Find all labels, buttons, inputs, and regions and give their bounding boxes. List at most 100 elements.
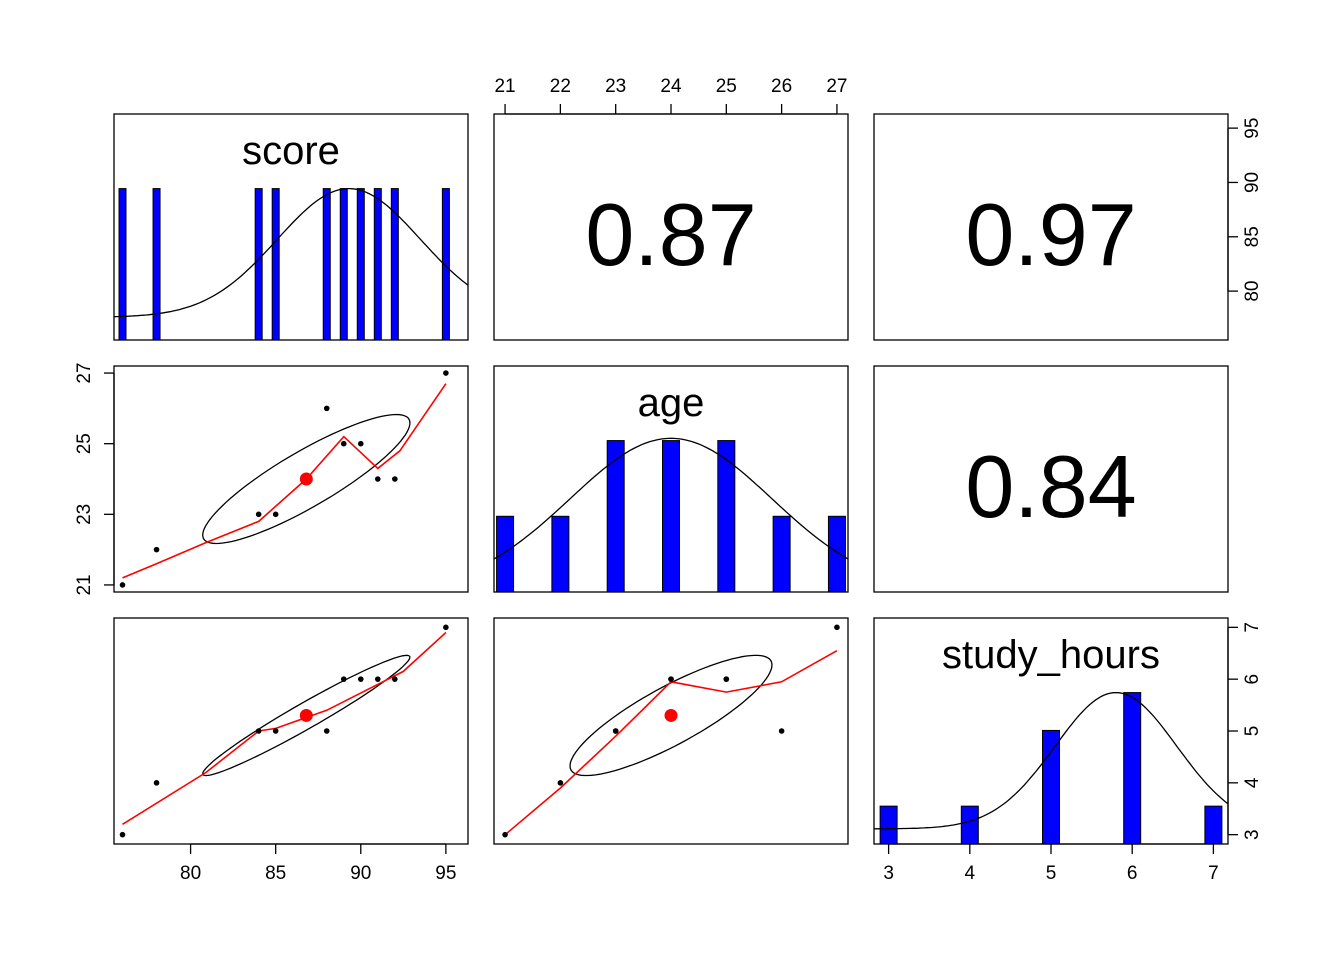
tick-label: 5 bbox=[1242, 726, 1263, 737]
histogram-panel-score bbox=[114, 187, 468, 340]
tick-label: 80 bbox=[1242, 281, 1263, 302]
tick-label: 7 bbox=[1242, 622, 1263, 633]
loess-fit-line bbox=[122, 383, 447, 579]
data-point bbox=[502, 831, 508, 838]
scatter-panel-score-age bbox=[119, 370, 449, 588]
density-curve bbox=[114, 187, 468, 318]
correlation-value-age-study_hours: 0.84 bbox=[965, 437, 1136, 536]
histogram-bar bbox=[152, 188, 161, 340]
histogram-panel-study_hours bbox=[874, 691, 1228, 844]
data-point bbox=[668, 676, 674, 682]
tick-label: 25 bbox=[716, 76, 737, 97]
histogram-bar bbox=[827, 515, 846, 592]
histogram-bar bbox=[717, 440, 736, 592]
data-point bbox=[612, 728, 619, 734]
correlation-ellipse bbox=[202, 413, 411, 545]
data-point bbox=[119, 582, 126, 588]
tick-label: 3 bbox=[883, 863, 894, 884]
panel-frame bbox=[113, 617, 469, 845]
tick-label: 21 bbox=[494, 76, 515, 97]
tick-label: 90 bbox=[1242, 172, 1263, 193]
right-axis-study-hours: 3 4 5 6 7 bbox=[1227, 622, 1263, 840]
histogram-bar bbox=[772, 515, 791, 592]
tick-label: 5 bbox=[1046, 863, 1057, 884]
variable-label-study_hours: study_hours bbox=[942, 633, 1160, 677]
variable-label-age: age bbox=[638, 381, 705, 425]
data-point bbox=[778, 728, 785, 734]
data-point bbox=[443, 624, 449, 631]
tick-label: 95 bbox=[435, 863, 456, 884]
density-curve bbox=[874, 691, 1228, 830]
panel-frame bbox=[493, 365, 849, 593]
correlation-ellipse bbox=[202, 654, 411, 777]
mean-point bbox=[664, 708, 678, 722]
bottom-axis-score: 80 85 90 95 bbox=[180, 843, 456, 884]
tick-label: 25 bbox=[74, 433, 95, 454]
left-axis-age: 21 23 25 27 bbox=[74, 362, 115, 596]
histogram-bar bbox=[441, 188, 450, 340]
histogram-bar bbox=[551, 515, 570, 592]
scatter-panel-age-study_hours bbox=[502, 624, 840, 838]
panel-frame bbox=[873, 365, 1229, 593]
tick-label: 6 bbox=[1127, 863, 1138, 884]
tick-label: 23 bbox=[74, 504, 95, 525]
correlation-ellipse bbox=[569, 654, 773, 777]
histogram-bar bbox=[356, 188, 365, 340]
data-point bbox=[119, 831, 126, 838]
density-curve bbox=[494, 437, 848, 560]
tick-label: 3 bbox=[1242, 829, 1263, 840]
tick-label: 95 bbox=[1242, 118, 1263, 139]
tick-label: 80 bbox=[180, 863, 201, 884]
data-point bbox=[374, 476, 381, 482]
histogram-bar bbox=[1042, 729, 1060, 844]
data-point bbox=[255, 728, 262, 734]
histogram-bar bbox=[662, 440, 680, 592]
tick-label: 26 bbox=[771, 76, 792, 97]
histogram-bar bbox=[118, 188, 127, 340]
histogram-bar bbox=[879, 805, 898, 844]
histogram-bar bbox=[390, 188, 399, 340]
tick-label: 27 bbox=[74, 362, 95, 383]
tick-label: 7 bbox=[1208, 863, 1219, 884]
mean-point bbox=[299, 708, 313, 722]
data-point bbox=[357, 440, 364, 447]
panel-frame bbox=[493, 617, 849, 845]
data-point bbox=[723, 676, 730, 682]
tick-label: 85 bbox=[265, 863, 286, 884]
tick-label: 24 bbox=[660, 76, 682, 97]
histogram-bar bbox=[254, 188, 263, 340]
panel-frame bbox=[113, 113, 469, 341]
top-axis-age: 21 22 23 24 25 26 27 bbox=[494, 76, 848, 115]
data-point bbox=[272, 728, 279, 734]
mean-point bbox=[299, 472, 313, 486]
data-point bbox=[340, 440, 347, 447]
data-point bbox=[557, 780, 564, 786]
histogram-bar bbox=[1123, 692, 1142, 844]
loess-fit-line bbox=[122, 631, 447, 825]
bottom-axis-study-hours: 3 4 5 6 7 bbox=[883, 843, 1219, 884]
data-point bbox=[255, 511, 262, 518]
histogram-bar bbox=[496, 515, 515, 592]
data-point bbox=[392, 476, 398, 482]
tick-label: 85 bbox=[1242, 226, 1263, 247]
data-point bbox=[357, 676, 364, 682]
histogram-bar bbox=[322, 188, 331, 340]
tick-label: 21 bbox=[74, 574, 95, 595]
data-point bbox=[153, 546, 160, 553]
scatter-panel-score-study_hours bbox=[119, 624, 449, 838]
histogram-bar bbox=[1204, 805, 1223, 844]
histogram-bar bbox=[271, 188, 280, 340]
tick-label: 23 bbox=[605, 76, 626, 97]
tick-label: 4 bbox=[1242, 777, 1263, 788]
histogram-bar bbox=[339, 188, 348, 340]
correlation-value-score-study_hours: 0.97 bbox=[965, 185, 1136, 284]
tick-label: 4 bbox=[965, 863, 976, 884]
histogram-bar bbox=[606, 440, 625, 592]
tick-label: 90 bbox=[350, 863, 371, 884]
variable-label-score: score bbox=[242, 129, 340, 173]
tick-label: 27 bbox=[826, 76, 847, 97]
histogram-bar bbox=[373, 188, 382, 340]
panel-frame bbox=[113, 365, 469, 593]
correlation-value-score-age: 0.87 bbox=[585, 185, 756, 284]
